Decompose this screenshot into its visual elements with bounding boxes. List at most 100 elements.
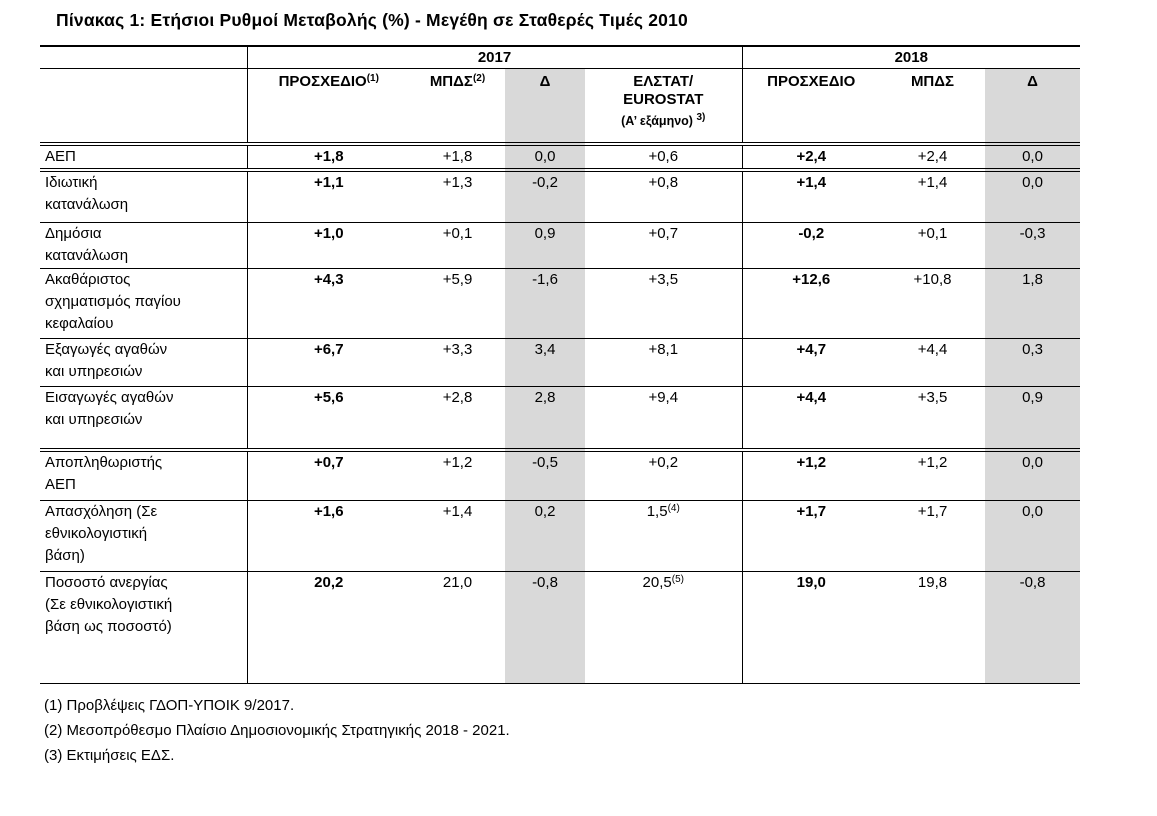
column-header: ΜΠΔΣ [880, 68, 985, 146]
footnotes: (1) Προβλέψεις ΓΔΟΠ-ΥΠΟΙΚ 9/2017. (2) Μεσ… [44, 693, 1157, 768]
value-text: +3,5 [648, 270, 679, 288]
value-text: +1,1 [313, 174, 344, 191]
value-cell: +1,8 [410, 144, 505, 172]
value-text: -0,8 [1019, 573, 1046, 591]
value-text: +6,7 [313, 340, 344, 358]
data-table: 2017 2018 ΠΡΟΣΧΕΔΙΟ(1) ΜΠΔΣ(2) Δ ΕΛΣΤΑΤ/ EURO… [40, 45, 1081, 684]
column-header-label: ΠΡΟΣΧΕΔΙΟ [767, 73, 856, 90]
value-cell: +10,8 [880, 268, 985, 339]
value-cell: +1,3 [410, 170, 505, 223]
value-text: 0,0 [1022, 502, 1043, 520]
value-cell: +3,5 [585, 268, 743, 339]
row-label-cell: Εισαγωγές αγαθών και υπηρεσιών [40, 386, 248, 452]
footnote-line: (2) Μεσοπρόθεσμο Πλαίσιο Δημοσιονομικής … [44, 721, 510, 739]
table-row: Ακαθάριστος σχηματισμός παγίου κεφαλαίου… [40, 268, 1081, 339]
value-text: +1,2 [796, 454, 827, 471]
value-cell: +3,3 [410, 338, 505, 387]
value-text: +5,9 [442, 270, 473, 288]
value-text: +9,4 [648, 388, 679, 406]
value-text: 1,8 [1022, 270, 1043, 288]
value-text: 0,0 [1022, 148, 1043, 165]
value-cell: +2,4 [742, 144, 880, 172]
table-row: Ποσοστό ανεργίας (Σε εθνικολογιστική βάσ… [40, 571, 1081, 684]
column-header: ΠΡΟΣΧΕΔΙΟ [742, 68, 880, 146]
column-header-footnote-ref: (2) [472, 73, 486, 84]
value-cell: -0,3 [985, 222, 1081, 269]
value-cell: +1,8 [247, 144, 410, 172]
value-text: +0,1 [442, 224, 473, 242]
value-text: +1,8 [313, 148, 344, 165]
value-cell: -0,2 [505, 170, 585, 223]
value-text: +5,6 [313, 388, 344, 406]
value-text: -0,2 [532, 174, 558, 191]
value-text: +1,4 [917, 174, 948, 191]
value-cell: +0,6 [585, 144, 743, 172]
column-header-subline: (Α’ εξάμηνο) 3) [585, 112, 742, 130]
value-cell: -0,5 [505, 450, 585, 501]
column-header-subline-text: (Α’ εξάμηνο) [621, 114, 697, 128]
table-row: ΑΕΠ +1,8 +1,8 0,0 +0,6 +2,4 +2,4 0,0 [40, 144, 1081, 172]
value-text: +0,7 [648, 224, 679, 242]
column-header-label: Δ [1027, 73, 1038, 90]
column-header: Δ [505, 68, 585, 146]
row-label-cell: Ποσοστό ανεργίας (Σε εθνικολογιστική βάσ… [40, 571, 248, 684]
row-label-cell: Δημόσια κατανάλωση [40, 222, 248, 269]
value-cell: +1,2 [410, 450, 505, 501]
value-text: +3,3 [442, 340, 473, 358]
table-row: Εξαγωγές αγαθών και υπηρεσιών +6,7 +3,3 3,4… [40, 338, 1081, 387]
value-text: 0,0 [1022, 454, 1043, 471]
value-cell: -0,2 [742, 222, 880, 269]
value-text: +1,7 [917, 502, 948, 520]
value-cell: +0,7 [585, 222, 743, 269]
value-text: -0,3 [1019, 224, 1046, 242]
value-cell: +9,4 [585, 386, 743, 452]
year-header: 2018 [742, 46, 1081, 69]
value-text: +3,5 [917, 388, 948, 406]
value-text: +1,4 [796, 174, 827, 191]
value-cell: -0,8 [505, 571, 585, 684]
column-header: ΕΛΣΤΑΤ/ EUROSTAT (Α’ εξάμηνο) 3) [585, 68, 743, 146]
value-cell: 3,4 [505, 338, 585, 387]
column-header: ΜΠΔΣ(2) [410, 68, 505, 146]
value-text: +2,4 [917, 148, 948, 165]
value-text: 0,0 [1022, 174, 1043, 191]
value-text: +4,7 [796, 340, 827, 358]
value-text: 0,9 [1022, 388, 1043, 406]
column-header-label: ΠΡΟΣΧΕΔΙΟ [278, 73, 367, 90]
value-text: +12,6 [792, 270, 831, 288]
value-text: +1,0 [313, 224, 344, 242]
value-text: -0,5 [532, 454, 558, 471]
column-header-footnote-ref: 3) [696, 112, 706, 123]
row-label-cell: ΑΕΠ [40, 144, 248, 172]
value-cell: 20,5(5) [585, 571, 743, 684]
year-header-row: 2017 2018 [40, 46, 1081, 69]
column-header-label: Δ [539, 73, 551, 90]
value-cell: +1,2 [880, 450, 985, 501]
value-text: +10,8 [913, 270, 952, 288]
value-cell: +3,5 [880, 386, 985, 452]
column-header: ΠΡΟΣΧΕΔΙΟ(1) [247, 68, 410, 146]
value-text: +4,4 [917, 340, 948, 358]
table-body: ΑΕΠ +1,8 +1,8 0,0 +0,6 +2,4 +2,4 0,0 Ιδιωτική κα… [40, 144, 1081, 684]
table-title: Πίνακας 1: Ετήσιοι Ρυθμοί Μεταβολής (%) … [56, 10, 688, 30]
value-text: 19,8 [917, 573, 948, 591]
column-header-label: ΜΠΔΣ [429, 73, 473, 90]
value-cell: 1,5(4) [585, 500, 743, 572]
value-text: 21,0 [442, 573, 473, 591]
value-text: 0,9 [534, 224, 556, 242]
value-text: +1,7 [796, 502, 827, 520]
table-head: 2017 2018 ΠΡΟΣΧΕΔΙΟ(1) ΜΠΔΣ(2) Δ ΕΛΣΤΑΤ/ EURO… [40, 46, 1081, 146]
value-text: 20,5 [642, 573, 672, 591]
value-cell: +1,4 [742, 170, 880, 223]
value-cell: +6,7 [247, 338, 410, 387]
value-text: +1,3 [442, 174, 473, 191]
value-text: -1,6 [532, 270, 558, 288]
row-label-cell: Απασχόληση (Σε εθνικολογιστική βάση) [40, 500, 248, 572]
value-text: +2,4 [796, 148, 827, 165]
value-cell: +0,1 [880, 222, 985, 269]
value-cell: +1,7 [742, 500, 880, 572]
value-cell: +12,6 [742, 268, 880, 339]
column-header-label: ΜΠΔΣ [910, 73, 955, 90]
corner-cell [40, 68, 248, 146]
value-cell: 0,2 [505, 500, 585, 572]
